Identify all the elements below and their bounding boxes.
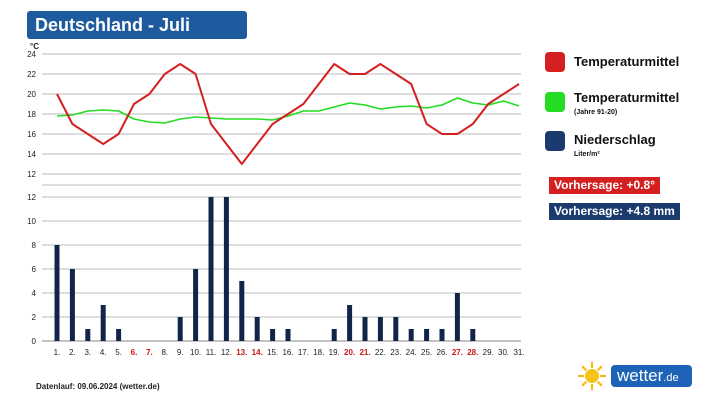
day-tick-label: 27. — [452, 348, 463, 357]
temp-tick-label: 16 — [27, 130, 36, 139]
temp-tick-label: 14 — [27, 150, 36, 159]
day-tick-label: 11. — [206, 348, 217, 357]
day-tick-label: 31. — [513, 348, 524, 357]
day-tick-label: 21. — [359, 348, 370, 357]
legend-temp-swatch — [545, 52, 565, 72]
precip-bar — [100, 305, 106, 341]
day-tick-label: 30. — [498, 348, 509, 357]
day-tick-label: 13. — [236, 348, 247, 357]
day-tick-label: 4. — [100, 348, 107, 357]
day-tick-label: 26. — [436, 348, 447, 357]
precip-tick-label: 4 — [32, 289, 37, 298]
precip-bar — [208, 197, 214, 341]
precip-bar — [116, 329, 122, 341]
temp-tick-label: 18 — [27, 110, 36, 119]
day-tick-label: 1. — [54, 348, 61, 357]
precip-bar — [377, 317, 383, 341]
day-tick-label: 23. — [390, 348, 401, 357]
precip-bar — [177, 317, 183, 341]
forecast-temp: Vorhersage: +0.8° — [549, 177, 660, 194]
day-tick-label: 24. — [406, 348, 417, 357]
temperature-unit-label: °C — [30, 42, 39, 51]
legend-precip-label: Niederschlag — [574, 132, 656, 147]
precip-bar — [239, 281, 245, 341]
forecast-precip: Vorhersage: +4.8 mm — [549, 203, 680, 220]
precip-tick-label: 10 — [27, 217, 36, 226]
day-tick-label: 16. — [282, 348, 293, 357]
precip-bar — [85, 329, 91, 341]
legend-normal-swatch — [545, 92, 565, 112]
precip-bar — [331, 329, 337, 341]
precip-bar — [408, 329, 414, 341]
precip-bar — [454, 293, 460, 341]
day-tick-label: 22. — [375, 348, 386, 357]
day-tick-label: 25. — [421, 348, 432, 357]
precip-bar — [193, 269, 199, 341]
precipitation-grid — [42, 184, 521, 342]
normal-temp-line — [56, 97, 520, 124]
legend-precip-swatch — [545, 131, 565, 151]
day-axis-ticks: 1. 2. 3. 4. 5. 6. 7. 8. 9. 10. 11. 12. 13. 14. 15. 16. 1… — [54, 348, 525, 357]
precip-bar — [424, 329, 430, 341]
day-tick-label: 3. — [84, 348, 91, 357]
day-tick-label: 14. — [252, 348, 263, 357]
day-tick-label: 19. — [329, 348, 340, 357]
sun-icon — [577, 361, 607, 391]
precip-tick-label: 0 — [32, 337, 37, 346]
day-tick-label: 29. — [483, 348, 494, 357]
temperature-axis-ticks: 12 14 16 18 20 22 24 — [27, 50, 36, 179]
precip-tick-label: 8 — [32, 241, 37, 250]
precip-bar — [69, 269, 75, 341]
day-tick-label: 20. — [344, 348, 355, 357]
day-tick-label: 12. — [221, 348, 232, 357]
temperature-grid — [42, 53, 521, 175]
precipitation-axis-ticks: 0 2 4 6 8 10 12 — [27, 193, 36, 346]
precip-bar — [362, 317, 368, 341]
temp-tick-label: 22 — [27, 70, 36, 79]
precipitation-bars — [54, 197, 476, 341]
precip-bar — [254, 317, 260, 341]
chart-title: Deutschland - Juli — [27, 11, 247, 39]
precip-bar — [223, 197, 229, 341]
temp-line — [56, 63, 520, 165]
precip-bar — [347, 305, 353, 341]
precip-tick-label: 6 — [32, 265, 37, 274]
precip-bar — [54, 245, 60, 341]
legend-normal-label: Temperaturmittel — [574, 90, 680, 105]
footer-data-run: Datenlauf: 09.06.2024 (wetter.de) — [36, 382, 160, 391]
day-tick-label: 2. — [69, 348, 76, 357]
precip-bar — [393, 317, 399, 341]
precip-bar — [285, 329, 291, 341]
legend-temp-label: Temperaturmittel — [574, 54, 680, 69]
legend-precip-sub: Liter/m² — [574, 151, 600, 158]
precip-tick-label: 12 — [27, 193, 36, 202]
day-tick-label: 8. — [161, 348, 168, 357]
day-tick-label: 5. — [115, 348, 122, 357]
brand-name: wetter.de — [611, 365, 692, 387]
precip-bar — [439, 329, 445, 341]
day-tick-label: 17. — [298, 348, 309, 357]
day-tick-label: 6. — [131, 348, 138, 357]
day-tick-label: 10. — [190, 348, 201, 357]
precip-bar — [470, 329, 476, 341]
temperature-lines — [56, 63, 520, 165]
day-tick-label: 18. — [313, 348, 324, 357]
day-tick-label: 9. — [177, 348, 184, 357]
brand-logo: wetter.de — [577, 361, 692, 391]
day-tick-label: 7. — [146, 348, 153, 357]
legend-normal-sub: (Jahre 91-20) — [574, 109, 618, 116]
precip-bar — [270, 329, 276, 341]
precip-tick-label: 2 — [32, 313, 37, 322]
temp-tick-label: 12 — [27, 170, 36, 179]
temp-tick-label: 24 — [27, 50, 36, 59]
temp-tick-label: 20 — [27, 90, 36, 99]
day-tick-label: 15. — [267, 348, 278, 357]
day-tick-label: 28. — [467, 348, 478, 357]
